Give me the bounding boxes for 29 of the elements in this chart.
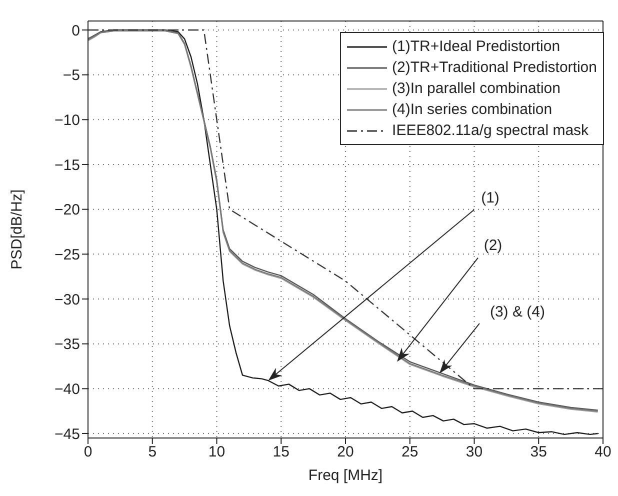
x-tick-label: 5 [148, 444, 157, 461]
x-tick-label: 30 [466, 444, 483, 461]
x-tick-label: 40 [594, 444, 612, 461]
y-tick-label: −15 [54, 156, 80, 174]
legend-label: (3)In parallel combination [392, 80, 560, 97]
x-tick-label: 25 [402, 444, 418, 461]
y-tick-label: −45 [54, 426, 80, 443]
annotation: (2) [484, 236, 502, 254]
legend-label: (1)TR+Ideal Predistortion [392, 38, 560, 55]
y-tick-label: −25 [54, 246, 80, 264]
x-tick-label: 20 [337, 444, 354, 461]
x-axis-title: Freq [MHz] [308, 467, 383, 484]
y-tick-label: −35 [54, 336, 80, 354]
y-tick-label: −5 [62, 67, 80, 84]
y-tick-label: −20 [54, 202, 80, 219]
y-tick-label: −40 [54, 381, 80, 398]
y-tick-label: 0 [72, 22, 80, 40]
x-tick-label: 0 [84, 444, 92, 461]
x-tick-label: 15 [272, 444, 290, 461]
x-tick-label: 35 [530, 444, 547, 461]
legend-label: (2)TR+Traditional Predistortion [392, 59, 597, 76]
y-tick-label: −10 [54, 112, 80, 129]
annotation: (1) [481, 190, 500, 207]
legend-label: (4)In series combination [392, 101, 552, 118]
y-axis-title: PSD[dB/Hz] [8, 189, 26, 270]
x-tick-label: 10 [208, 444, 226, 461]
y-tick-label: −30 [54, 291, 80, 308]
legend-label: IEEE802.11a/g spectral mask [392, 122, 589, 139]
annotation: (3) & (4) [490, 303, 545, 320]
